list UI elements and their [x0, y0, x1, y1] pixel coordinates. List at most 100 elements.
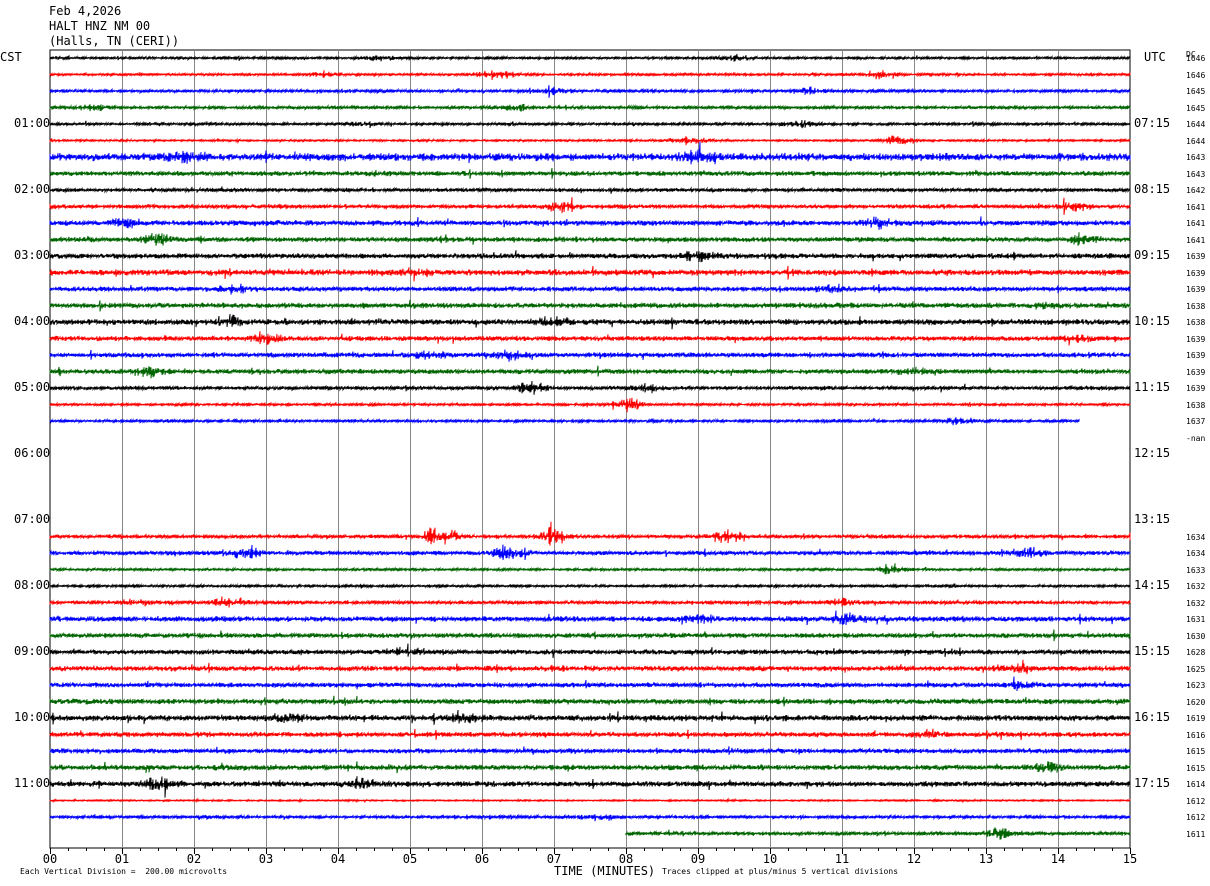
dc-offset-label: 1643 [1186, 153, 1206, 162]
dc-offset-label: 1645 [1186, 103, 1206, 113]
footer-scale-note: Each Vertical Division = 200.00 microvol… [20, 867, 228, 876]
x-tick-label: 03 [258, 852, 274, 866]
seismic-trace [49, 186, 1131, 194]
x-tick-label: 10 [762, 852, 778, 866]
plot-frame [49, 49, 1131, 849]
x-tick-label: 14 [1050, 852, 1066, 866]
dc-offset-label: 1645 [1186, 87, 1206, 96]
left-time-label: 11:00 [14, 776, 51, 790]
seismic-trace [49, 643, 1131, 659]
seismic-trace [49, 283, 1131, 295]
seismic-trace [49, 776, 1131, 798]
seismic-trace [49, 563, 1131, 575]
left-time-label: 04:00 [14, 314, 51, 328]
dc-offset-label: 1625 [1186, 664, 1206, 674]
seismic-trace [49, 629, 1131, 642]
seismic-trace [49, 397, 1131, 413]
seismic-trace [49, 728, 1131, 741]
left-time-label: 09:00 [14, 644, 51, 658]
dc-offset-label: 1639 [1186, 351, 1206, 360]
dc-offset-label: 1615 [1186, 747, 1206, 756]
seismic-trace [49, 709, 1131, 725]
x-tick-label: 09 [690, 852, 706, 866]
dc-offset-label: 1612 [1186, 796, 1206, 806]
dc-offset-label: 1611 [1186, 829, 1206, 839]
seismic-trace [49, 135, 1131, 146]
seismic-trace [49, 544, 1131, 560]
seismic-trace [49, 120, 1131, 129]
dc-offset-label: 1639 [1186, 334, 1206, 344]
dc-offset-label: 1616 [1186, 730, 1206, 740]
right-time-label: 15:15 [1134, 644, 1171, 658]
seismic-trace [49, 216, 1131, 230]
seismic-trace [49, 596, 1131, 608]
dc-offset-label: 1634 [1186, 532, 1206, 542]
dc-offset-label: 1638 [1186, 400, 1206, 410]
left-time-label: 03:00 [14, 248, 51, 262]
seismic-trace [49, 676, 1131, 692]
seismic-trace [49, 197, 1131, 215]
right-time-label: 14:15 [1134, 578, 1171, 592]
right-timezone-label: UTC [1144, 50, 1166, 64]
dc-offset-label: 1614 [1186, 780, 1206, 789]
dc-offset-label: 1641 [1186, 202, 1206, 212]
station-location: (Halls, TN (CERI)) [49, 34, 180, 48]
dc-offset-label: 1638 [1186, 301, 1206, 311]
left-timezone-label: CST [0, 50, 22, 64]
seismic-trace [49, 659, 1131, 675]
x-tick-label: 02 [186, 852, 202, 866]
seismic-trace [49, 168, 1131, 179]
plot-date: Feb 4,2026 [49, 4, 122, 18]
seismic-trace [49, 521, 1131, 546]
seismic-trace [49, 797, 1131, 804]
right-time-label: 11:15 [1134, 380, 1171, 394]
left-time-label: 02:00 [14, 182, 51, 196]
right-time-label: 10:15 [1134, 314, 1171, 328]
dc-offset-label: -nan [1186, 433, 1206, 443]
right-time-label: 17:15 [1134, 776, 1171, 790]
dc-offset-label: 1638 [1186, 318, 1206, 327]
left-time-label: 08:00 [14, 578, 51, 592]
seismic-trace [49, 417, 1080, 426]
dc-offset-label: 1628 [1186, 648, 1206, 657]
dc-offset-label: 1634 [1186, 549, 1206, 558]
dc-offset-label: 1632 [1186, 582, 1206, 591]
station-code: HALT HNZ NM 00 [49, 19, 151, 33]
dc-offset-label: 1639 [1186, 285, 1206, 294]
left-time-label: 01:00 [14, 116, 51, 130]
x-tick-label: 04 [330, 852, 346, 866]
right-time-label: 13:15 [1134, 512, 1171, 526]
seismic-trace [49, 250, 1131, 263]
seismic-trace [49, 365, 1131, 379]
x-tick-label: 08 [618, 852, 634, 866]
seismic-trace [49, 610, 1131, 626]
dc-offset-label: 1641 [1186, 219, 1206, 228]
dc-offset-label: 1643 [1186, 169, 1206, 179]
dc-offset-label: 1615 [1186, 763, 1206, 773]
dc-offset-label: 1637 [1186, 417, 1206, 426]
seismic-trace [49, 53, 1131, 62]
left-time-label: 06:00 [14, 446, 51, 460]
dc-offset-label: 1630 [1186, 631, 1206, 641]
right-time-label: 07:15 [1134, 116, 1171, 130]
right-time-label: 08:15 [1134, 182, 1171, 196]
x-tick-label: 15 [1122, 852, 1138, 866]
left-time-label: 05:00 [14, 380, 51, 394]
footer-clip-note: Traces clipped at plus/minus 5 vertical … [662, 867, 899, 876]
dc-offset-label: 1642 [1186, 186, 1206, 195]
dc-offset-label: 1623 [1186, 681, 1206, 690]
x-tick-label: 07 [546, 852, 562, 866]
seismic-trace [49, 103, 1131, 112]
seismic-trace [49, 313, 1131, 330]
dc-offset-label: 1639 [1186, 367, 1206, 377]
dc-offset-label: 1646 [1186, 54, 1206, 63]
seismic-trace [49, 85, 1131, 98]
dc-offset-label: 1632 [1186, 598, 1206, 608]
seismic-trace [49, 299, 1131, 312]
dc-offset-label: 1619 [1186, 714, 1206, 723]
seismic-trace [49, 761, 1131, 774]
x-axis-label: TIME (MINUTES) [554, 864, 656, 878]
x-tick-label: 13 [978, 852, 994, 866]
dc-offset-label: 1646 [1186, 70, 1206, 80]
dc-offset-label: 1644 [1186, 120, 1206, 129]
